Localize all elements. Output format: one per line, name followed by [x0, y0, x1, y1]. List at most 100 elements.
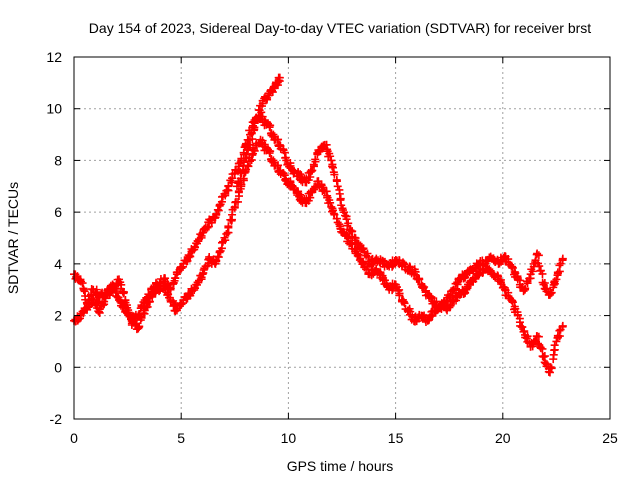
data-point-fill	[553, 333, 562, 342]
data-point-fill	[330, 170, 339, 179]
data-point-fill	[267, 157, 276, 166]
data-point-fill	[77, 277, 86, 286]
y-tick-label: 8	[54, 152, 62, 168]
data-point-fill	[518, 323, 527, 332]
y-tick-label: -2	[50, 411, 63, 427]
data-point-fill	[246, 140, 255, 149]
data-point-fill	[400, 299, 409, 308]
series-layer	[70, 73, 567, 377]
data-point-fill	[515, 276, 524, 285]
data-point	[404, 306, 413, 315]
data-point-fill	[177, 264, 186, 273]
data-point-fill	[328, 163, 337, 172]
data-point-fill	[389, 261, 398, 270]
data-point-fill	[546, 363, 555, 372]
data-point-fill	[308, 166, 317, 175]
y-tick-label: 12	[46, 49, 62, 65]
data-point-fill	[411, 267, 420, 276]
data-point-fill	[250, 146, 259, 155]
data-point-fill	[508, 263, 517, 272]
data-point-fill	[207, 218, 216, 227]
series-track-b	[70, 135, 567, 377]
data-point-fill	[538, 344, 547, 353]
data-point-fill	[137, 313, 146, 322]
data-point-fill	[508, 298, 517, 307]
data-point-fill	[242, 150, 251, 159]
data-point-fill	[120, 288, 129, 297]
data-point	[455, 275, 464, 284]
data-point-fill	[184, 253, 193, 262]
data-point-fill	[87, 294, 96, 303]
data-point-fill	[550, 341, 559, 350]
data-point-fill	[550, 277, 559, 286]
x-tick-label: 5	[177, 430, 185, 446]
data-point-fill	[326, 152, 335, 161]
data-point	[539, 352, 548, 361]
data-point	[552, 337, 561, 346]
data-point-fill	[166, 284, 175, 293]
data-point-fill	[145, 297, 154, 306]
data-point-fill	[459, 274, 468, 283]
data-point-fill	[538, 269, 547, 278]
data-point-fill	[306, 168, 315, 177]
data-point-fill	[406, 307, 415, 316]
grid-layer	[74, 57, 610, 419]
data-point-fill	[239, 158, 248, 167]
chart-title: Day 154 of 2023, Sidereal Day-to-day VTE…	[89, 20, 591, 36]
x-tick-label: 15	[388, 430, 404, 446]
data-point	[346, 226, 355, 235]
data-point	[359, 244, 368, 253]
data-point-fill	[186, 291, 195, 300]
data-point-fill	[224, 222, 233, 231]
data-point-fill	[515, 314, 524, 323]
data-point	[327, 156, 336, 165]
data-point	[275, 73, 284, 82]
tick-layer: 0 5 10 15 20 25 -2 0 2 4 6 8 10 12	[46, 49, 618, 446]
x-tick-label: 10	[281, 430, 297, 446]
data-point-fill	[265, 123, 274, 132]
data-point-fill	[332, 214, 341, 223]
data-point	[539, 280, 548, 289]
data-point-fill	[78, 279, 87, 288]
data-point-fill	[244, 136, 253, 145]
data-point-fill	[354, 250, 363, 259]
x-tick-label: 20	[495, 430, 511, 446]
data-point-fill	[212, 210, 221, 219]
series-track-a	[70, 112, 567, 326]
data-point-fill	[534, 332, 543, 341]
y-tick-label: 4	[54, 256, 62, 272]
data-point-fill	[546, 289, 555, 298]
data-point-fill	[326, 198, 335, 207]
data-point	[558, 254, 567, 263]
data-point-fill	[214, 253, 223, 262]
y-tick-label: 2	[54, 308, 62, 324]
data-point-fill	[267, 131, 276, 140]
data-point-fill	[427, 293, 436, 302]
data-point-fill	[124, 308, 133, 317]
data-point-fill	[332, 177, 341, 186]
data-point-fill	[135, 322, 144, 331]
data-point-fill	[496, 278, 505, 287]
y-axis-label: SDTVAR / TECUs	[5, 182, 21, 294]
y-tick-label: 6	[54, 204, 62, 220]
data-point-fill	[265, 149, 274, 158]
data-point	[533, 249, 542, 258]
data-point-fill	[212, 257, 221, 266]
data-point-fill	[459, 289, 468, 298]
y-tick-label: 10	[46, 101, 62, 117]
x-axis-label: GPS time / hours	[287, 458, 394, 474]
data-point	[552, 275, 561, 284]
data-point-fill	[344, 234, 353, 243]
data-point-fill	[400, 260, 409, 269]
data-point	[455, 290, 464, 299]
data-point	[558, 321, 567, 330]
data-point-fill	[555, 261, 564, 270]
data-point-fill	[79, 285, 88, 294]
data-point-fill	[521, 284, 530, 293]
data-point-fill	[344, 219, 353, 228]
data-point	[333, 182, 342, 191]
data-point-fill	[528, 267, 537, 276]
data-point-fill	[395, 289, 404, 298]
